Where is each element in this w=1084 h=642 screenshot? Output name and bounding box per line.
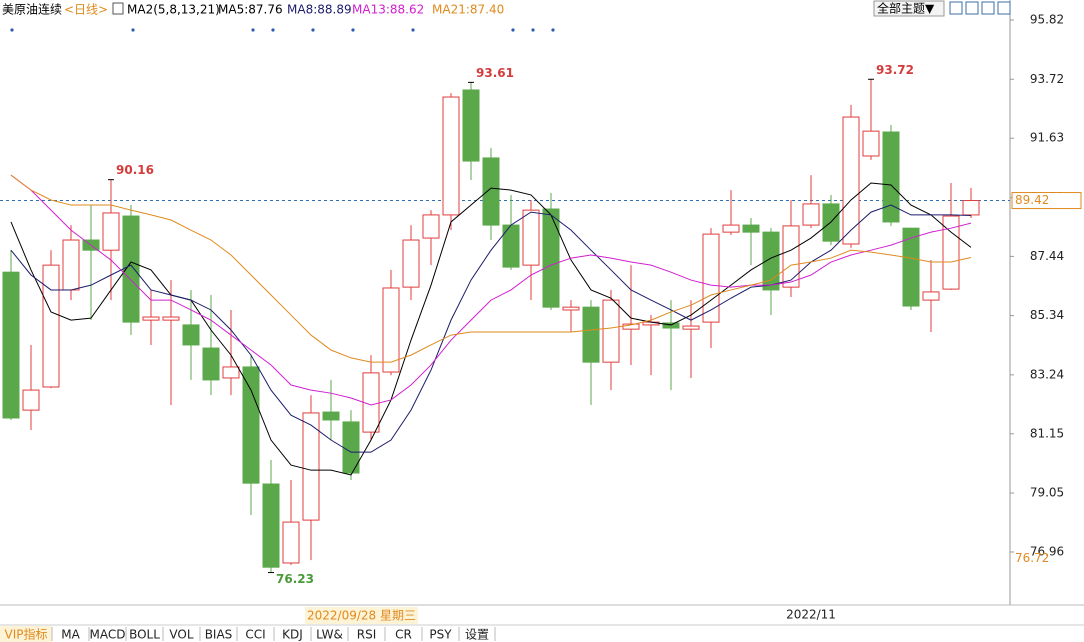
cursor-label-bg [305, 607, 418, 624]
candle-body [842, 116, 860, 245]
legend-entry: MA8:88.89 [287, 3, 352, 17]
tab: BIAS [205, 628, 233, 642]
y-tick-label: 85.34 [1030, 308, 1064, 322]
tab: CCI [245, 628, 265, 642]
candle-body [322, 411, 340, 421]
y-tick-label: 95.82 [1030, 13, 1064, 27]
indicator: MA2(5,8,13,21) [127, 3, 220, 17]
candle-body [222, 366, 240, 379]
candle-body [482, 157, 500, 226]
candle-body [902, 227, 920, 307]
candle-body [862, 130, 880, 157]
candle-body [242, 366, 260, 484]
candle-body [522, 209, 540, 266]
last-price-label: 89.42 [1015, 193, 1049, 207]
annotation: 93.61 [476, 66, 514, 80]
tab: PSY [429, 628, 452, 642]
y-tick-label: 79.05 [1030, 486, 1064, 500]
candle-body [402, 239, 420, 288]
candle-body [542, 208, 560, 308]
candle-body [722, 224, 740, 233]
theme-button-label: 全部主题▼ [877, 1, 935, 16]
candle-body [62, 239, 80, 291]
candle-body [922, 291, 940, 301]
candle-body [362, 372, 380, 433]
y-tick-label: 83.24 [1030, 367, 1064, 381]
ma-line [10, 174, 972, 363]
tab-active-bg [0, 626, 52, 642]
tab: RSI [357, 628, 377, 642]
candle-body [702, 233, 720, 323]
event-dots [10, 28, 555, 32]
legend-entry: MA21:87.40 [432, 3, 504, 17]
candle-body [142, 316, 160, 321]
annotation: 93.72 [876, 63, 914, 77]
candle-body [742, 224, 760, 233]
candle-body [962, 200, 980, 216]
legend-entry: MA13:88.62 [352, 3, 424, 17]
candle-body [662, 322, 680, 329]
y-tick-label: 93.72 [1030, 72, 1064, 86]
tab: MA [61, 628, 80, 642]
lower-marker-label: 76.72 [1015, 551, 1049, 565]
candle-body [782, 225, 800, 288]
ma-line [10, 174, 972, 406]
candle-body [282, 521, 300, 564]
candle-body [442, 96, 460, 216]
candle-body [182, 324, 200, 346]
candle-body [802, 203, 820, 226]
tab: CR [395, 628, 412, 642]
indicator-icon[interactable] [112, 2, 124, 15]
legend-entry: MA5:87.76 [218, 3, 283, 17]
period: <日线> [64, 3, 108, 17]
candle-body [262, 483, 280, 568]
candle-body [382, 287, 400, 373]
candle-body [942, 215, 960, 290]
last-price-box [1011, 192, 1082, 210]
chart-title: 美原油连续 [2, 2, 62, 17]
candle-body [42, 264, 60, 388]
candle-body [302, 412, 320, 521]
candle-body [2, 271, 20, 419]
candle-body [682, 325, 700, 330]
candle-body [462, 89, 480, 162]
candle-body [102, 212, 120, 251]
tab: VIP指标 [5, 627, 48, 642]
tab: MACD [90, 628, 126, 642]
candle-body [422, 214, 440, 239]
y-tick-label: 87.44 [1030, 249, 1064, 263]
candle-body [882, 131, 900, 223]
tab: BOLL [129, 628, 160, 642]
candle-body [582, 306, 600, 363]
candle-body [762, 231, 780, 291]
candle-body [22, 389, 40, 411]
y-tick-label: 91.63 [1030, 131, 1064, 145]
annotation: 76.23 [276, 572, 314, 586]
tab: KDJ [282, 628, 303, 642]
cursor-label: 2022/09/28 星期三 [307, 609, 416, 623]
candle-body [202, 347, 220, 381]
candle-body [162, 316, 180, 321]
tab: VOL [169, 628, 193, 642]
y-tick-label: 81.15 [1030, 426, 1064, 440]
candle-body [562, 306, 580, 311]
candle-body [602, 299, 620, 363]
theme-button[interactable] [873, 0, 945, 17]
y-tick-label: 76.96 [1030, 544, 1064, 558]
tab: 设置 [465, 628, 489, 642]
annotation: 90.16 [116, 163, 154, 177]
x-tick-label: 2022/11 [786, 608, 836, 622]
toolbar-icons[interactable] [949, 1, 1011, 15]
tab: LW& [316, 628, 343, 642]
